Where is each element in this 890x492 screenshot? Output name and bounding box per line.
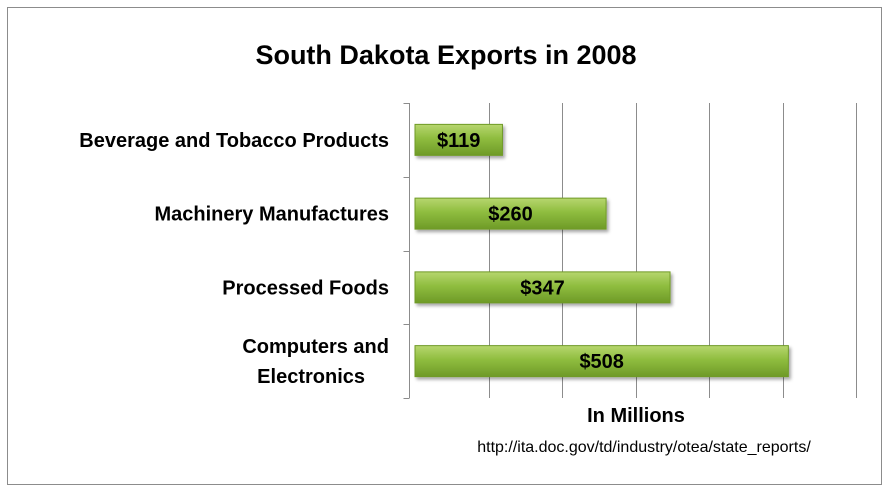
bar: [414, 123, 503, 156]
category-label: Processed Foods: [222, 277, 389, 299]
data-label: $508: [579, 351, 624, 373]
category-label-line: Machinery Manufactures: [154, 204, 389, 226]
chart-frame: [7, 7, 882, 485]
category-label-line: Electronics: [257, 366, 365, 388]
bar: [414, 197, 607, 230]
data-label: $347: [520, 277, 565, 299]
bar: [414, 345, 789, 378]
category-label: Machinery Manufactures: [154, 204, 389, 226]
category-label: Beverage and Tobacco Products: [79, 130, 389, 152]
y-axis: [403, 103, 410, 399]
x-axis-title: In Millions: [587, 405, 685, 427]
category-label-line: Processed Foods: [222, 277, 389, 299]
category-label-line: Computers and: [242, 336, 389, 358]
data-label: $119: [437, 130, 480, 152]
bars: [414, 123, 789, 378]
bar: [414, 271, 671, 304]
chart-title: South Dakota Exports in 2008: [255, 40, 636, 70]
category-label: Computers and Electronics: [242, 336, 389, 388]
category-labels: Beverage and Tobacco Products Machinery M…: [79, 130, 389, 388]
data-labels: $119 $260 $347 $508: [437, 130, 624, 373]
source-text: http://ita.doc.gov/td/industry/otea/stat…: [477, 439, 811, 456]
data-label: $260: [488, 204, 533, 226]
category-label-line: Beverage and Tobacco Products: [79, 130, 389, 152]
